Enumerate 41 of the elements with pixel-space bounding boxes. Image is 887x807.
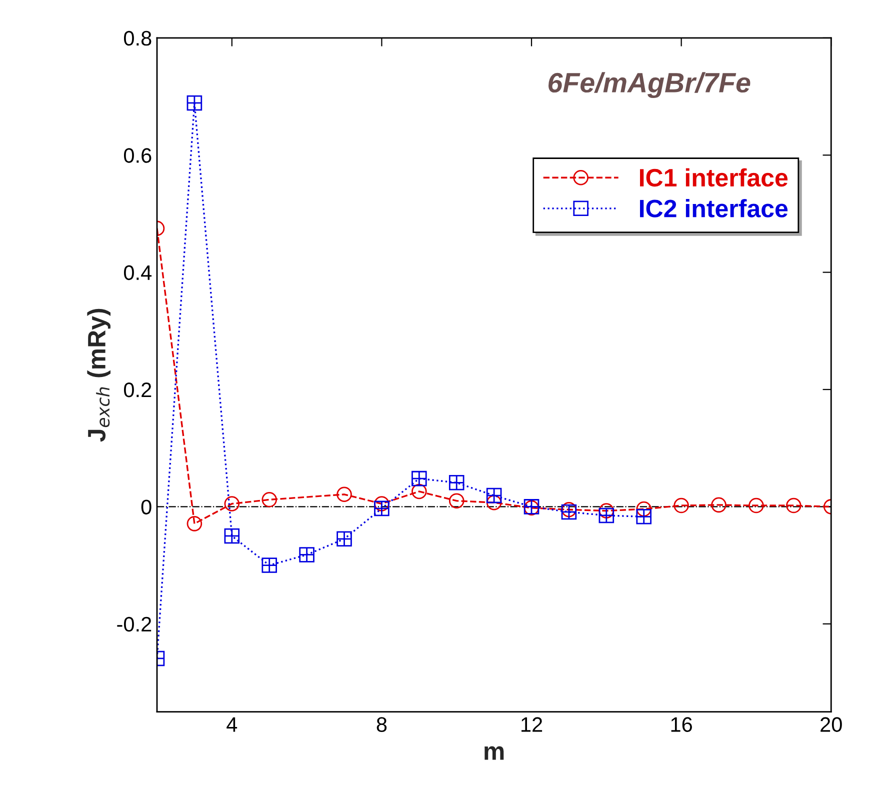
point bbox=[186, 95, 202, 111]
point bbox=[186, 516, 202, 532]
point bbox=[448, 475, 464, 490]
point bbox=[262, 492, 277, 508]
y-tick-label: 0.8 bbox=[124, 30, 152, 46]
point bbox=[674, 498, 689, 514]
point bbox=[336, 486, 352, 502]
y-tick-label: 0.2 bbox=[124, 382, 152, 398]
y-axis-title: J$_{exch}$ (mRy) bbox=[87, 308, 110, 442]
point bbox=[412, 470, 427, 486]
point bbox=[636, 509, 652, 524]
text: 6Fe/mAgBr/7Fe bbox=[548, 72, 750, 98]
point bbox=[636, 501, 652, 517]
point bbox=[374, 496, 390, 512]
point bbox=[262, 558, 277, 573]
point bbox=[486, 494, 502, 510]
y-tick-label: 0.6 bbox=[124, 148, 152, 163]
point bbox=[299, 547, 314, 562]
x-tick-label: 12 bbox=[522, 717, 542, 732]
point bbox=[448, 493, 464, 508]
y-tick-label: 0.4 bbox=[124, 265, 152, 280]
x-tick-label: 20 bbox=[820, 717, 842, 732]
point bbox=[412, 484, 427, 500]
point bbox=[748, 498, 764, 514]
point bbox=[598, 508, 614, 524]
x-tick-label: 4 bbox=[226, 717, 238, 732]
point bbox=[486, 488, 502, 504]
x-tick-label: 16 bbox=[671, 717, 692, 732]
legend-label: IC1 interface bbox=[640, 168, 788, 187]
y-tick-label: -0.2 bbox=[117, 616, 152, 632]
x-axis-title: m bbox=[484, 746, 504, 760]
y-tick-label: 0 bbox=[141, 500, 152, 514]
point bbox=[374, 500, 390, 516]
point bbox=[224, 528, 240, 544]
legend-label: IC2 interface bbox=[640, 199, 788, 218]
point bbox=[711, 497, 726, 513]
point bbox=[598, 503, 614, 518]
point bbox=[336, 531, 352, 547]
point bbox=[224, 496, 240, 512]
x-tick-label: 8 bbox=[376, 717, 387, 732]
point bbox=[786, 498, 802, 514]
